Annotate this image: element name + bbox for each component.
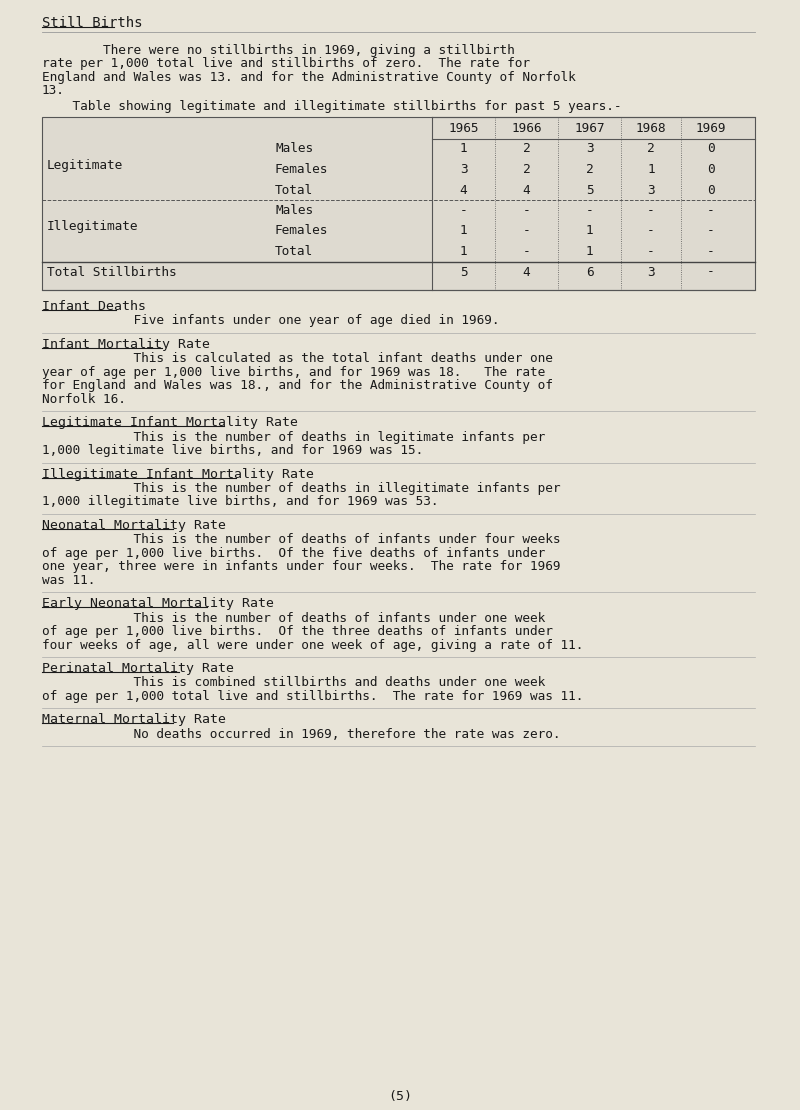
- Text: 2: 2: [522, 142, 530, 155]
- Text: Total Stillbirths: Total Stillbirths: [47, 265, 177, 279]
- Text: Neonatal Mortality Rate: Neonatal Mortality Rate: [42, 518, 226, 532]
- Text: -: -: [707, 265, 715, 279]
- Text: 3: 3: [460, 163, 467, 176]
- Text: 3: 3: [586, 142, 594, 155]
- Text: 0: 0: [707, 183, 715, 196]
- Text: -: -: [460, 204, 467, 216]
- Text: Legitimate Infant Mortality Rate: Legitimate Infant Mortality Rate: [42, 416, 298, 430]
- Text: 1: 1: [460, 142, 467, 155]
- Text: of age per 1,000 live births.  Of the three deaths of infants under: of age per 1,000 live births. Of the thr…: [42, 625, 553, 638]
- Text: 1965: 1965: [448, 121, 478, 134]
- Text: rate per 1,000 total live and stillbirths of zero.  The rate for: rate per 1,000 total live and stillbirth…: [42, 58, 530, 71]
- Text: 1967: 1967: [574, 121, 605, 134]
- Text: This is the number of deaths in illegitimate infants per: This is the number of deaths in illegiti…: [42, 482, 561, 495]
- Text: Maternal Mortality Rate: Maternal Mortality Rate: [42, 714, 226, 726]
- Text: This is calculated as the total infant deaths under one: This is calculated as the total infant d…: [42, 352, 553, 365]
- Text: 1: 1: [460, 224, 467, 238]
- Text: -: -: [707, 245, 715, 258]
- Bar: [42, 117, 755, 290]
- Text: Legitimate: Legitimate: [47, 159, 123, 172]
- Text: -: -: [707, 224, 715, 238]
- Text: 4: 4: [522, 265, 530, 279]
- Text: Total: Total: [275, 183, 313, 196]
- Text: 1968: 1968: [636, 121, 666, 134]
- Text: -: -: [647, 204, 655, 216]
- Text: Early Neonatal Mortality Rate: Early Neonatal Mortality Rate: [42, 597, 274, 611]
- Text: -: -: [522, 204, 530, 216]
- Text: 1966: 1966: [511, 121, 542, 134]
- Text: England and Wales was 13. and for the Administrative County of Norfolk: England and Wales was 13. and for the Ad…: [42, 71, 576, 84]
- Text: There were no stillbirths in 1969, giving a stillbirth: There were no stillbirths in 1969, givin…: [42, 44, 514, 57]
- Text: -: -: [647, 224, 655, 238]
- Text: Table showing legitimate and illegitimate stillbirths for past 5 years.-: Table showing legitimate and illegitimat…: [42, 100, 622, 113]
- Text: 4: 4: [522, 183, 530, 196]
- Text: 0: 0: [707, 163, 715, 176]
- Text: 1: 1: [460, 245, 467, 258]
- Text: -: -: [586, 204, 594, 216]
- Text: (5): (5): [388, 1090, 412, 1103]
- Text: of age per 1,000 live births.  Of the five deaths of infants under: of age per 1,000 live births. Of the fiv…: [42, 547, 546, 559]
- Text: 3: 3: [647, 183, 655, 196]
- Text: Still Births: Still Births: [42, 16, 142, 30]
- Text: 1: 1: [586, 224, 594, 238]
- Text: 1969: 1969: [696, 121, 726, 134]
- Text: Illegitimate Infant Mortality Rate: Illegitimate Infant Mortality Rate: [42, 467, 314, 481]
- Text: Five infants under one year of age died in 1969.: Five infants under one year of age died …: [42, 314, 499, 327]
- Text: 1: 1: [647, 163, 655, 176]
- Text: This is the number of deaths of infants under four weeks: This is the number of deaths of infants …: [42, 533, 561, 546]
- Text: one year, three were in infants under four weeks.  The rate for 1969: one year, three were in infants under fo…: [42, 561, 561, 573]
- Text: 1: 1: [586, 245, 594, 258]
- Text: This is the number of deaths of infants under one week: This is the number of deaths of infants …: [42, 612, 546, 625]
- Text: 1,000 illegitimate live births, and for 1969 was 53.: 1,000 illegitimate live births, and for …: [42, 495, 438, 508]
- Text: Infant Deaths: Infant Deaths: [42, 300, 146, 313]
- Text: 2: 2: [522, 163, 530, 176]
- Text: Males: Males: [275, 142, 313, 155]
- Text: 2: 2: [647, 142, 655, 155]
- Text: Infant Mortality Rate: Infant Mortality Rate: [42, 337, 210, 351]
- Text: 0: 0: [707, 142, 715, 155]
- Text: of age per 1,000 total live and stillbirths.  The rate for 1969 was 11.: of age per 1,000 total live and stillbir…: [42, 690, 583, 703]
- Text: Norfolk 16.: Norfolk 16.: [42, 393, 126, 405]
- Text: -: -: [647, 245, 655, 258]
- Text: Females: Females: [275, 163, 328, 176]
- Text: 2: 2: [586, 163, 594, 176]
- Text: 13.: 13.: [42, 84, 65, 98]
- Text: 6: 6: [586, 265, 594, 279]
- Text: 4: 4: [460, 183, 467, 196]
- Text: year of age per 1,000 live births, and for 1969 was 18.   The rate: year of age per 1,000 live births, and f…: [42, 365, 546, 379]
- Text: Total: Total: [275, 245, 313, 258]
- Text: -: -: [522, 224, 530, 238]
- Text: for England and Wales was 18., and for the Administrative County of: for England and Wales was 18., and for t…: [42, 380, 553, 392]
- Text: No deaths occurred in 1969, therefore the rate was zero.: No deaths occurred in 1969, therefore th…: [42, 728, 561, 740]
- Text: This is the number of deaths in legitimate infants per: This is the number of deaths in legitima…: [42, 431, 546, 444]
- Text: Perinatal Mortality Rate: Perinatal Mortality Rate: [42, 662, 234, 675]
- Text: Males: Males: [275, 204, 313, 216]
- Text: 3: 3: [647, 265, 655, 279]
- Text: 1,000 legitimate live births, and for 1969 was 15.: 1,000 legitimate live births, and for 19…: [42, 444, 423, 457]
- Text: -: -: [522, 245, 530, 258]
- Text: was 11.: was 11.: [42, 574, 95, 587]
- Text: This is combined stillbirths and deaths under one week: This is combined stillbirths and deaths …: [42, 676, 546, 689]
- Text: Illegitimate: Illegitimate: [47, 220, 138, 233]
- Text: Females: Females: [275, 224, 328, 238]
- Text: 5: 5: [460, 265, 467, 279]
- Text: four weeks of age, all were under one week of age, giving a rate of 11.: four weeks of age, all were under one we…: [42, 638, 583, 652]
- Text: 5: 5: [586, 183, 594, 196]
- Text: -: -: [707, 204, 715, 216]
